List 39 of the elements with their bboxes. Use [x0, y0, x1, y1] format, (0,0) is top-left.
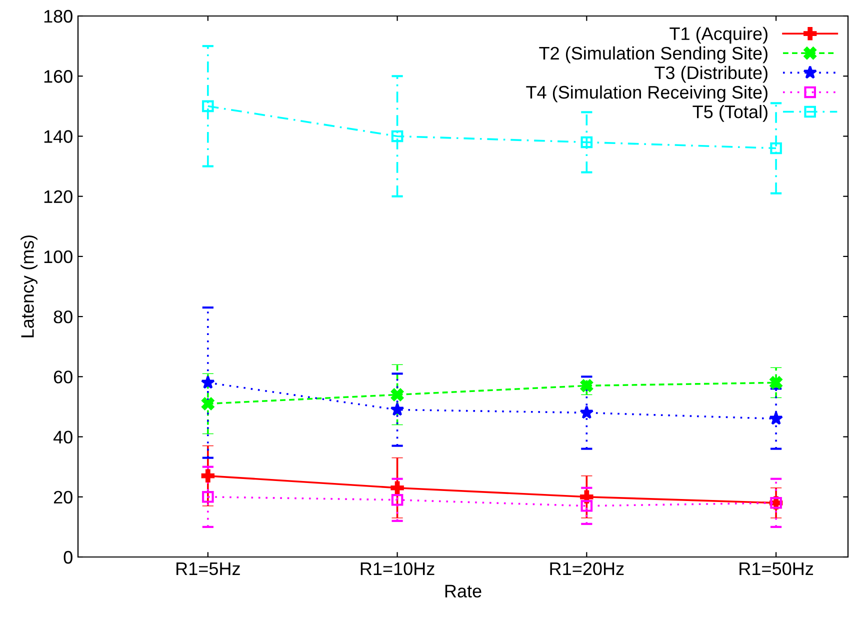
point — [580, 405, 594, 419]
point — [201, 397, 215, 410]
legend-label: T5 (Total) — [692, 104, 768, 122]
y-tick-label: 180 — [44, 10, 72, 23]
y-tick-label: 40 — [53, 430, 72, 444]
point — [580, 500, 593, 512]
point — [580, 490, 594, 504]
y-tick-label: 80 — [54, 310, 72, 324]
y-tick-label: 60 — [54, 370, 72, 384]
point — [200, 375, 215, 389]
x-tick-label: R1=50Hz — [740, 562, 814, 576]
point — [202, 100, 214, 112]
legend-label: T2 (Simulation Sending Site) — [539, 46, 768, 64]
y-axis-title: Latency (ms) — [20, 235, 38, 338]
legend-label: T4 (Simulation Receiving Site) — [526, 85, 768, 102]
x-tick-label: R1=5Hz — [176, 562, 240, 576]
y-tick-label: 120 — [44, 190, 72, 204]
y-tick-label: 160 — [44, 70, 72, 83]
point — [769, 411, 784, 425]
point — [770, 142, 782, 154]
y-tick-label: 0 — [64, 550, 72, 564]
point — [391, 494, 404, 506]
point — [580, 136, 593, 148]
x-tick-label: R1=10Hz — [360, 562, 434, 576]
y-tick-label: 100 — [44, 250, 72, 264]
point — [580, 379, 594, 392]
point — [390, 402, 404, 416]
x-tick-label: R1=20Hz — [550, 562, 624, 576]
point — [202, 490, 214, 503]
point — [390, 481, 404, 494]
point — [390, 388, 404, 402]
y-tick-label: 20 — [54, 490, 72, 504]
point — [201, 469, 215, 482]
y-tick-label: 140 — [44, 130, 72, 143]
legend-label: T3 (Distribute) — [654, 66, 768, 83]
point — [391, 130, 404, 142]
legend-label: T1 (Acquire) — [670, 26, 768, 44]
point — [769, 376, 783, 390]
x-axis-title: Rate — [445, 584, 482, 598]
